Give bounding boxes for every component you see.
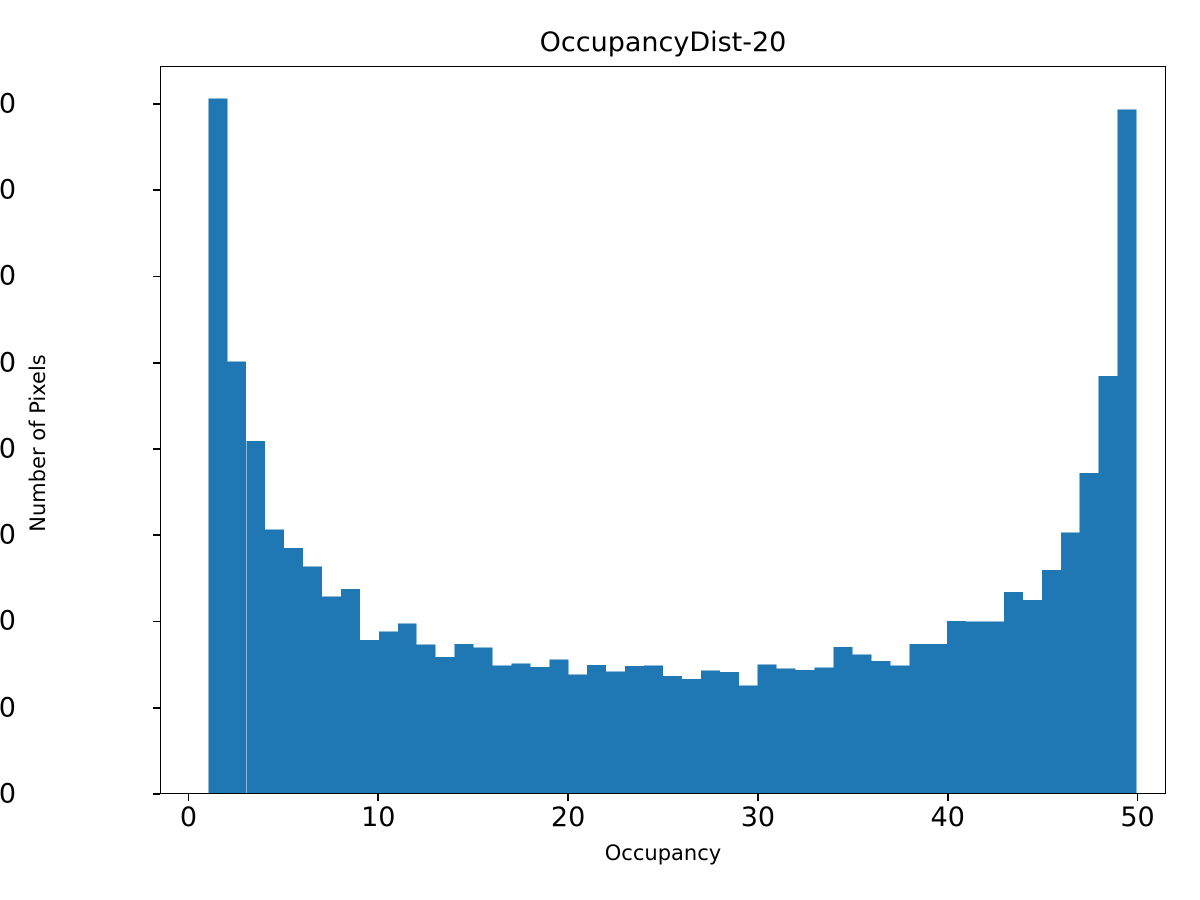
histogram-bar (284, 547, 304, 793)
histogram-bar (511, 663, 531, 793)
histogram-bar (985, 621, 1004, 793)
y-axis-tick-mark (153, 275, 160, 278)
histogram-bar (890, 665, 910, 793)
x-axis-tick-mark (757, 794, 759, 801)
histogram-bar (966, 621, 986, 793)
x-axis-tick-label: 40 (930, 802, 965, 833)
histogram-bar (303, 566, 323, 793)
y-axis-tick-mark (153, 189, 160, 191)
y-axis-label: Number of Pixels (26, 354, 50, 532)
y-axis-tick-label: 800 (0, 433, 16, 465)
y-axis-tick-mark (153, 361, 160, 364)
y-axis-tick-label: 1000 (0, 347, 16, 379)
histogram-bar (568, 674, 588, 793)
y-axis-tick-mark (153, 620, 160, 623)
y-axis-tick-mark (153, 103, 160, 105)
histogram-bar (795, 669, 815, 793)
histogram-bar (1041, 570, 1061, 793)
x-axis-tick-label: 50 (1120, 802, 1155, 833)
histogram-bar (340, 589, 360, 793)
histogram-bar (1117, 109, 1137, 793)
y-axis-tick-label: 600 (0, 519, 16, 551)
histogram-bar (208, 98, 228, 793)
plot-area (161, 67, 1165, 793)
y-axis-tick-mark (153, 534, 160, 537)
histogram-bar (681, 679, 701, 793)
histogram-bar (265, 529, 285, 793)
histogram-bar (928, 643, 948, 793)
histogram-bar (663, 676, 682, 793)
histogram-bar (1022, 599, 1042, 793)
histogram-bars (208, 98, 1137, 793)
histogram-bar (378, 631, 398, 793)
x-axis-tick-label: 20 (550, 802, 586, 833)
page-title: OccupancyDist-20 (539, 27, 787, 58)
histogram-bar (587, 664, 607, 793)
histogram-bar (757, 664, 777, 793)
histogram-bar (700, 670, 720, 793)
histogram-bar (359, 639, 379, 793)
histogram-bar (1079, 473, 1099, 793)
histogram-bar (227, 361, 247, 793)
histogram-bar (1060, 532, 1080, 793)
x-axis-tick-mark (377, 794, 380, 801)
histogram-bar (454, 644, 474, 793)
histogram-bar (492, 665, 512, 793)
histogram-bar (776, 668, 796, 793)
x-axis-label: Occupancy (604, 841, 722, 865)
histogram-bar (435, 657, 455, 793)
x-axis-tick-mark (946, 794, 949, 801)
y-axis-tick-label: 1400 (0, 174, 16, 206)
histogram-bar (909, 644, 929, 793)
y-axis-tick-label: 200 (0, 692, 16, 724)
histogram-bar (625, 666, 645, 793)
histogram-bar (416, 644, 436, 793)
histogram-bar (246, 441, 266, 793)
x-axis-tick-mark (187, 794, 190, 801)
histogram-bar (1098, 376, 1118, 793)
y-axis-tick-mark (153, 448, 160, 450)
histogram-bar (833, 646, 853, 793)
histogram-bar (606, 671, 626, 793)
y-axis-tick-mark (153, 793, 160, 795)
histogram-bar (871, 660, 891, 793)
x-axis-tick-mark (1136, 794, 1139, 801)
histogram-bar (947, 620, 967, 793)
x-axis-tick-label: 10 (361, 802, 396, 833)
x-axis-tick-mark (567, 794, 569, 801)
histogram-bar (852, 654, 872, 793)
histogram-bar (738, 685, 758, 793)
x-axis-tick-label: 30 (740, 802, 776, 833)
histogram-bar (473, 647, 493, 793)
histogram-bar (719, 672, 739, 793)
y-axis-tick-label: 1600 (0, 88, 16, 120)
histogram-bar (530, 666, 550, 793)
y-axis-tick-label: 1200 (0, 260, 16, 292)
histogram-bar (644, 665, 663, 793)
histogram-bar (549, 659, 569, 793)
y-axis-tick-label: 0 (0, 778, 16, 810)
histogram-bar (397, 623, 417, 793)
histogram-bar (322, 596, 341, 793)
x-axis-tick-label: 0 (179, 802, 198, 833)
plot-axes (160, 66, 1166, 794)
histogram-bar (1003, 592, 1023, 793)
y-axis-tick-label: 400 (0, 605, 16, 637)
y-axis-tick-mark (153, 706, 160, 709)
histogram-bar (814, 667, 834, 793)
